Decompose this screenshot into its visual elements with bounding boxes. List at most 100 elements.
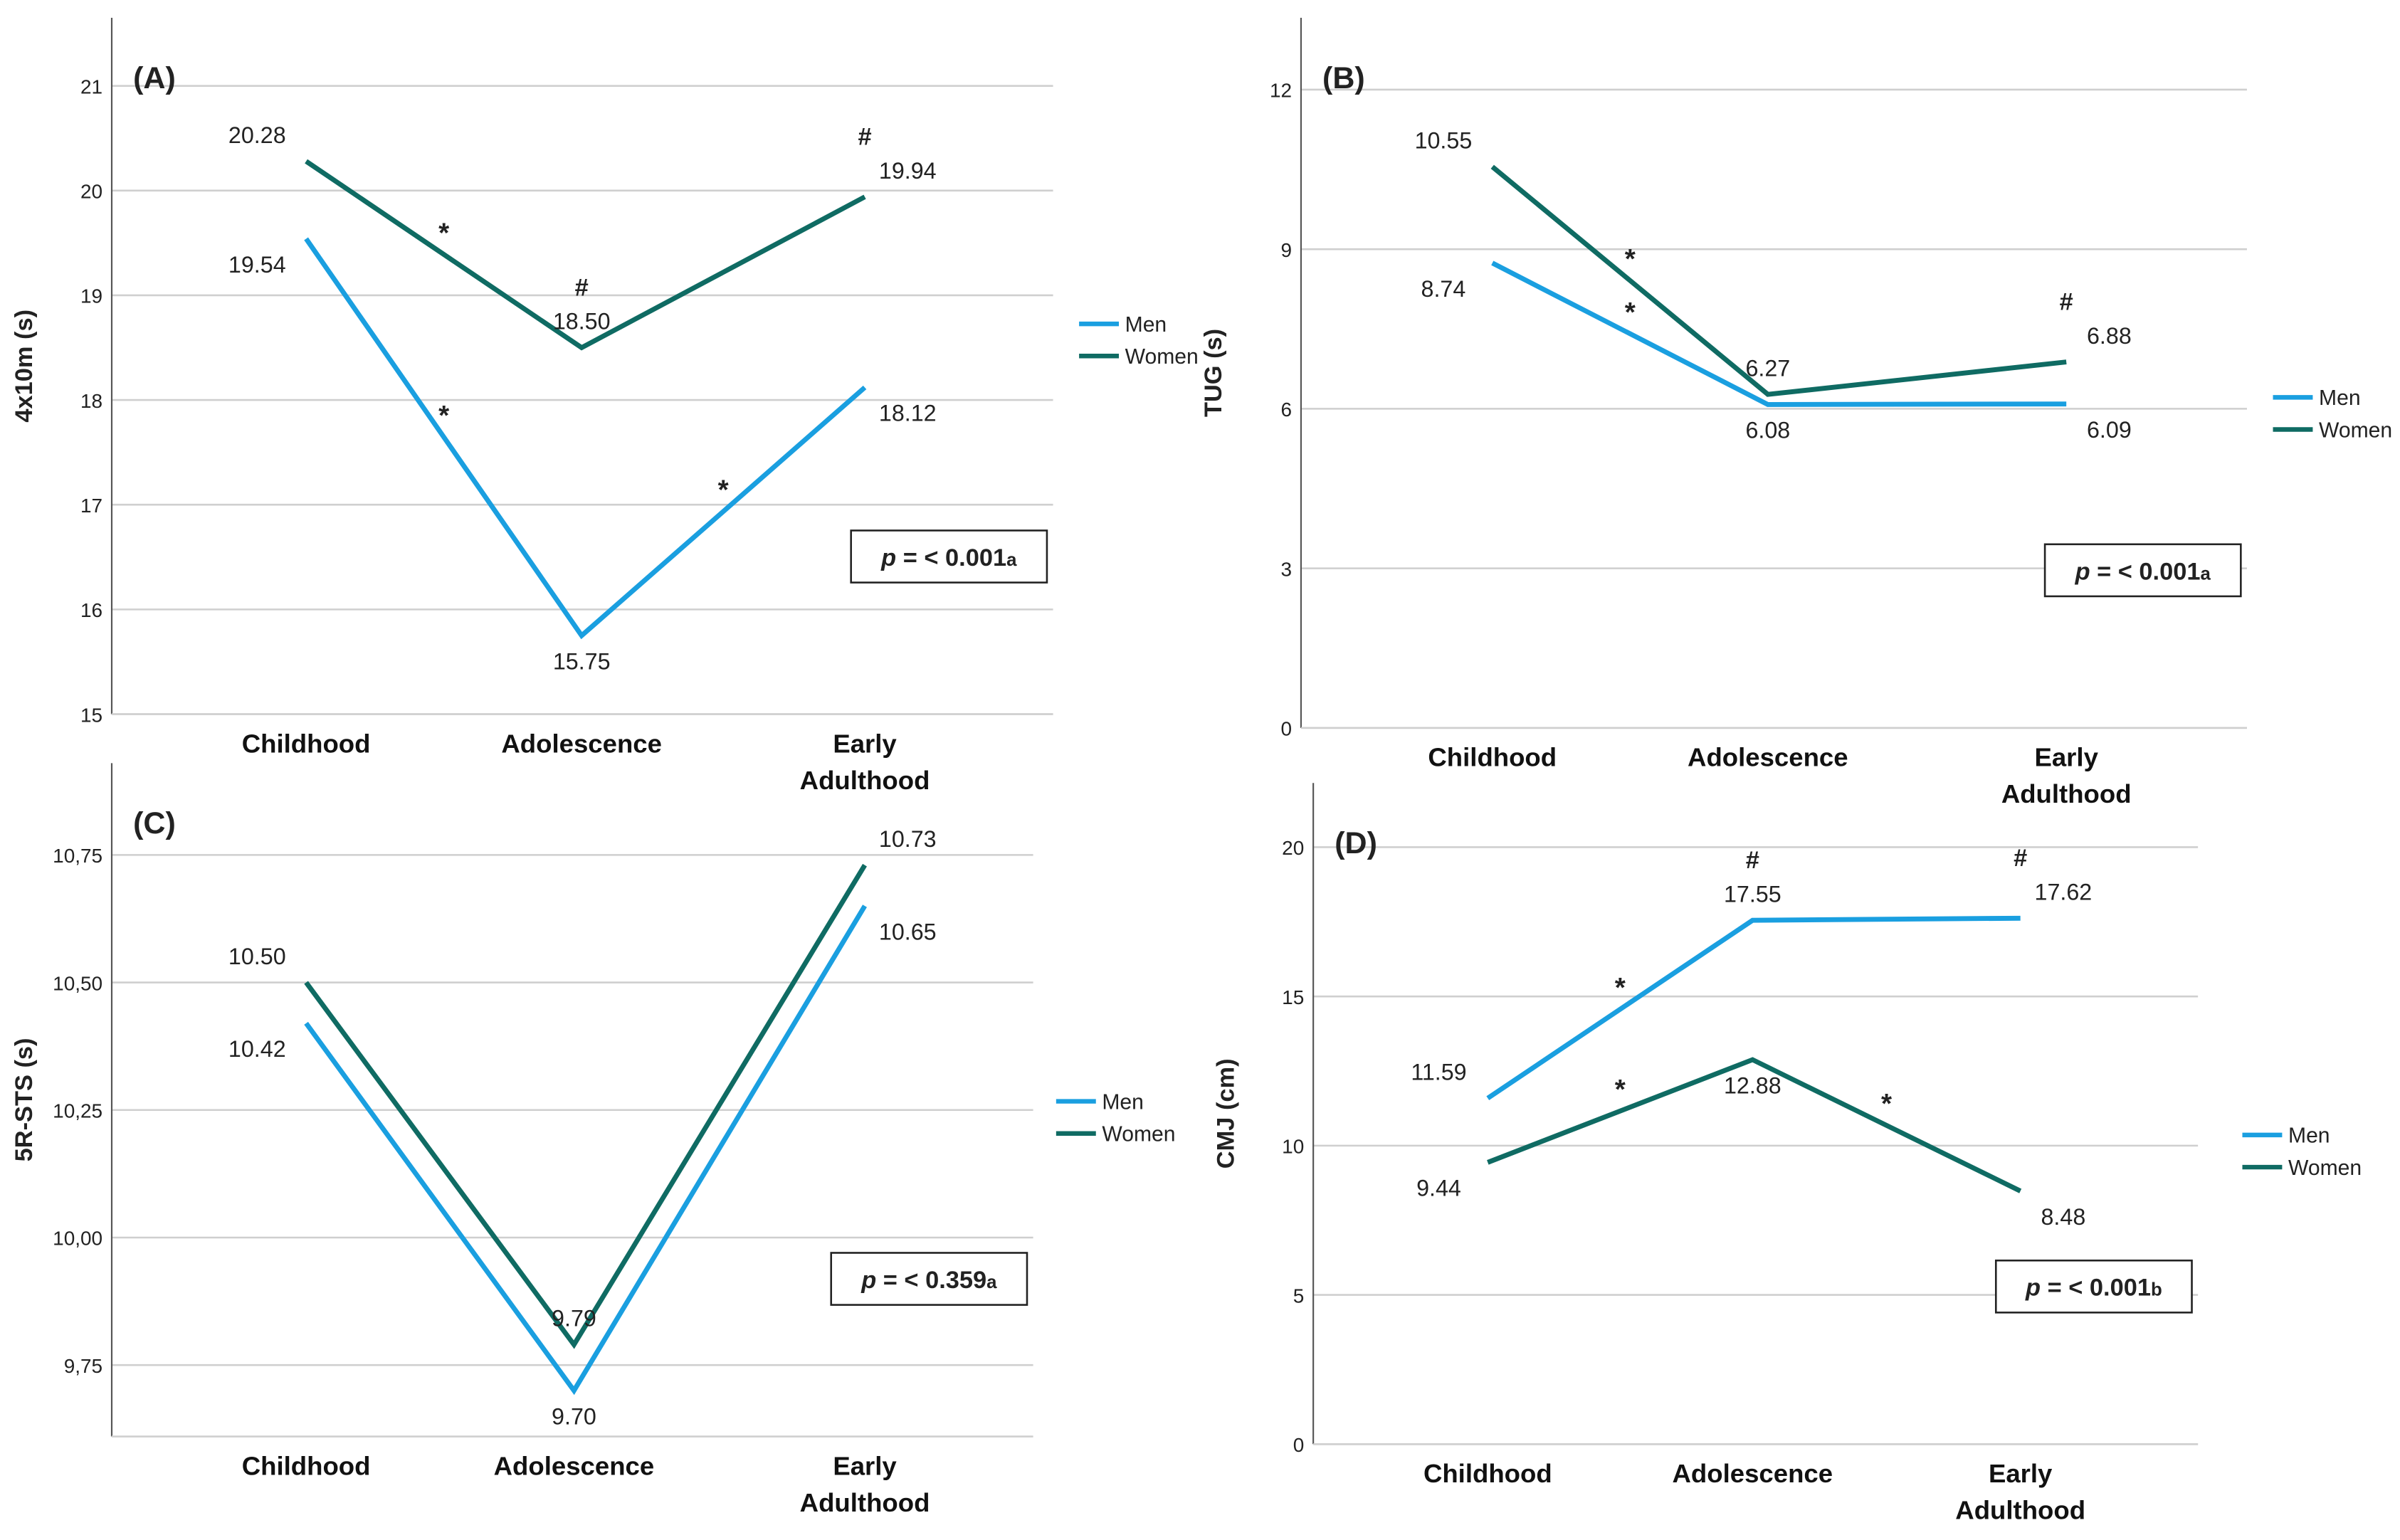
x-tick-label: Adolescence bbox=[1688, 743, 1848, 773]
panel-label: (C) bbox=[133, 806, 176, 840]
value-label: 20.28 bbox=[228, 122, 286, 148]
segment-mark: * bbox=[1625, 244, 1636, 275]
p-value: p = < 0.001a bbox=[2075, 558, 2211, 585]
x-tick-label-box: Early Adulthood bbox=[800, 1452, 930, 1517]
y-tick-label: 20 bbox=[80, 181, 102, 203]
y-tick-label: 10,50 bbox=[53, 972, 102, 994]
legend-label: Men bbox=[2319, 386, 2361, 410]
y-axis-label: TUG (s) bbox=[1200, 329, 1227, 417]
value-label: 18.50 bbox=[553, 309, 611, 334]
x-tick-label: Childhood bbox=[1428, 743, 1557, 773]
legend-label: Women bbox=[1125, 345, 1199, 369]
series-line bbox=[1487, 1057, 2022, 1193]
p-symbol: p bbox=[2075, 558, 2090, 585]
p-symbol: p bbox=[880, 544, 896, 571]
panel-label: (A) bbox=[133, 61, 176, 95]
y-tick-label: 16 bbox=[80, 599, 102, 621]
x-tick-label-box: Childhood bbox=[1428, 743, 1557, 773]
value-label: 9.79 bbox=[552, 1306, 596, 1331]
x-tick-label: Early Adulthood bbox=[2001, 743, 2132, 809]
x-tick-label-box: Adolescence bbox=[494, 1452, 655, 1481]
segment-mark: * bbox=[718, 475, 730, 506]
y-tick-label: 17 bbox=[80, 495, 102, 517]
segment-mark: * bbox=[438, 401, 450, 431]
p-value-box bbox=[830, 1252, 1028, 1306]
legend-label: Men bbox=[1102, 1090, 1144, 1114]
y-tick-label: 18 bbox=[80, 390, 102, 412]
y-tick-label: 19 bbox=[80, 285, 102, 307]
y-axis-label: 5R-STS (s) bbox=[11, 1038, 38, 1161]
series-line bbox=[1491, 260, 2067, 407]
x-tick-label-box: Childhood bbox=[242, 729, 371, 759]
panel: 15 16 17 18 19 20 21 (A) 4x10m (s) Childhood Adole… bbox=[11, 18, 1199, 795]
x-tick-label-box: Adolescence bbox=[1672, 1459, 1833, 1489]
p-text: = < 0.001 bbox=[2041, 1275, 2151, 1302]
y-tick-label: 20 bbox=[1282, 837, 1304, 859]
p-note: b bbox=[2151, 1280, 2162, 1300]
p-note: a bbox=[1006, 550, 1017, 570]
segment-mark: * bbox=[438, 218, 450, 248]
y-tick-label: 5 bbox=[1293, 1285, 1305, 1307]
p-value: p = < 0.359a bbox=[860, 1267, 997, 1294]
y-tick-label: 10 bbox=[1282, 1136, 1304, 1158]
y-tick-label: 10,75 bbox=[53, 845, 102, 867]
panel: 9,75 10,00 10,25 10,50 10,75 (C) 5R-STS (s) Chi… bbox=[11, 763, 1176, 1518]
point-mark: # bbox=[2060, 289, 2073, 316]
y-tick-label: 15 bbox=[80, 704, 102, 726]
legend-label: Women bbox=[2288, 1156, 2362, 1180]
value-label: 19.94 bbox=[879, 158, 937, 184]
y-tick-label: 21 bbox=[80, 75, 102, 97]
x-tick-label: Adolescence bbox=[1672, 1459, 1833, 1489]
value-label: 9.70 bbox=[552, 1403, 596, 1429]
y-axis-label: CMJ (cm) bbox=[1212, 1058, 1239, 1169]
value-label: 6.09 bbox=[2087, 417, 2132, 443]
y-tick-label: 0 bbox=[1280, 718, 1292, 740]
series-line bbox=[305, 159, 866, 351]
legend-label: Women bbox=[2319, 418, 2392, 442]
y-tick-label: 12 bbox=[1270, 80, 1292, 102]
value-label: 15.75 bbox=[553, 648, 611, 674]
value-label: 17.62 bbox=[2035, 879, 2093, 905]
point-mark: # bbox=[575, 274, 589, 301]
value-label: 19.54 bbox=[228, 252, 286, 278]
panel: 0 5 10 15 20 (D) CMJ (cm) Childhood Adolescence E… bbox=[1212, 783, 2362, 1526]
p-text: = < 0.001 bbox=[896, 544, 1006, 571]
segment-mark: * bbox=[1615, 1075, 1626, 1105]
p-text: = < 0.001 bbox=[2090, 558, 2201, 585]
x-tick-label-box: Early Adulthood bbox=[1955, 1459, 2086, 1526]
y-axis-label: 4x10m (s) bbox=[11, 310, 38, 423]
panel-label: (D) bbox=[1335, 826, 1377, 860]
p-symbol: p bbox=[860, 1267, 876, 1294]
value-label: 11.59 bbox=[1411, 1059, 1466, 1085]
point-mark: # bbox=[1746, 847, 1759, 874]
x-tick-label-box: Childhood bbox=[1423, 1459, 1552, 1489]
x-tick-label: Adolescence bbox=[501, 729, 662, 759]
legend-label: Men bbox=[2288, 1124, 2330, 1148]
x-tick-label: Childhood bbox=[1423, 1459, 1552, 1489]
p-value-box bbox=[850, 529, 1048, 584]
value-label: 10.50 bbox=[228, 944, 286, 969]
x-tick-label-box: Adolescence bbox=[1688, 743, 1848, 773]
point-mark: # bbox=[858, 124, 871, 151]
p-value-box bbox=[1994, 1259, 2193, 1314]
value-label: 17.55 bbox=[1724, 881, 1781, 907]
p-value: p = < 0.001a bbox=[880, 544, 1017, 571]
p-value-box bbox=[2043, 543, 2242, 598]
x-tick-label-box: Adolescence bbox=[501, 729, 662, 759]
x-tick-label-box: Early Adulthood bbox=[2001, 743, 2132, 809]
value-label: 10.42 bbox=[228, 1036, 286, 1062]
panel-label: (B) bbox=[1322, 61, 1365, 95]
y-tick-label: 3 bbox=[1280, 558, 1292, 580]
value-label: 12.88 bbox=[1724, 1072, 1781, 1098]
series-line bbox=[1486, 915, 2021, 1101]
y-tick-label: 6 bbox=[1280, 399, 1292, 421]
value-label: 6.88 bbox=[2087, 323, 2132, 349]
y-tick-label: 15 bbox=[1282, 986, 1304, 1008]
value-label: 10.55 bbox=[1415, 128, 1473, 154]
y-tick-label: 9 bbox=[1280, 239, 1292, 261]
y-tick-label: 10,25 bbox=[53, 1100, 102, 1122]
value-label: 18.12 bbox=[879, 401, 937, 426]
x-tick-label: Early Adulthood bbox=[1955, 1459, 2086, 1526]
